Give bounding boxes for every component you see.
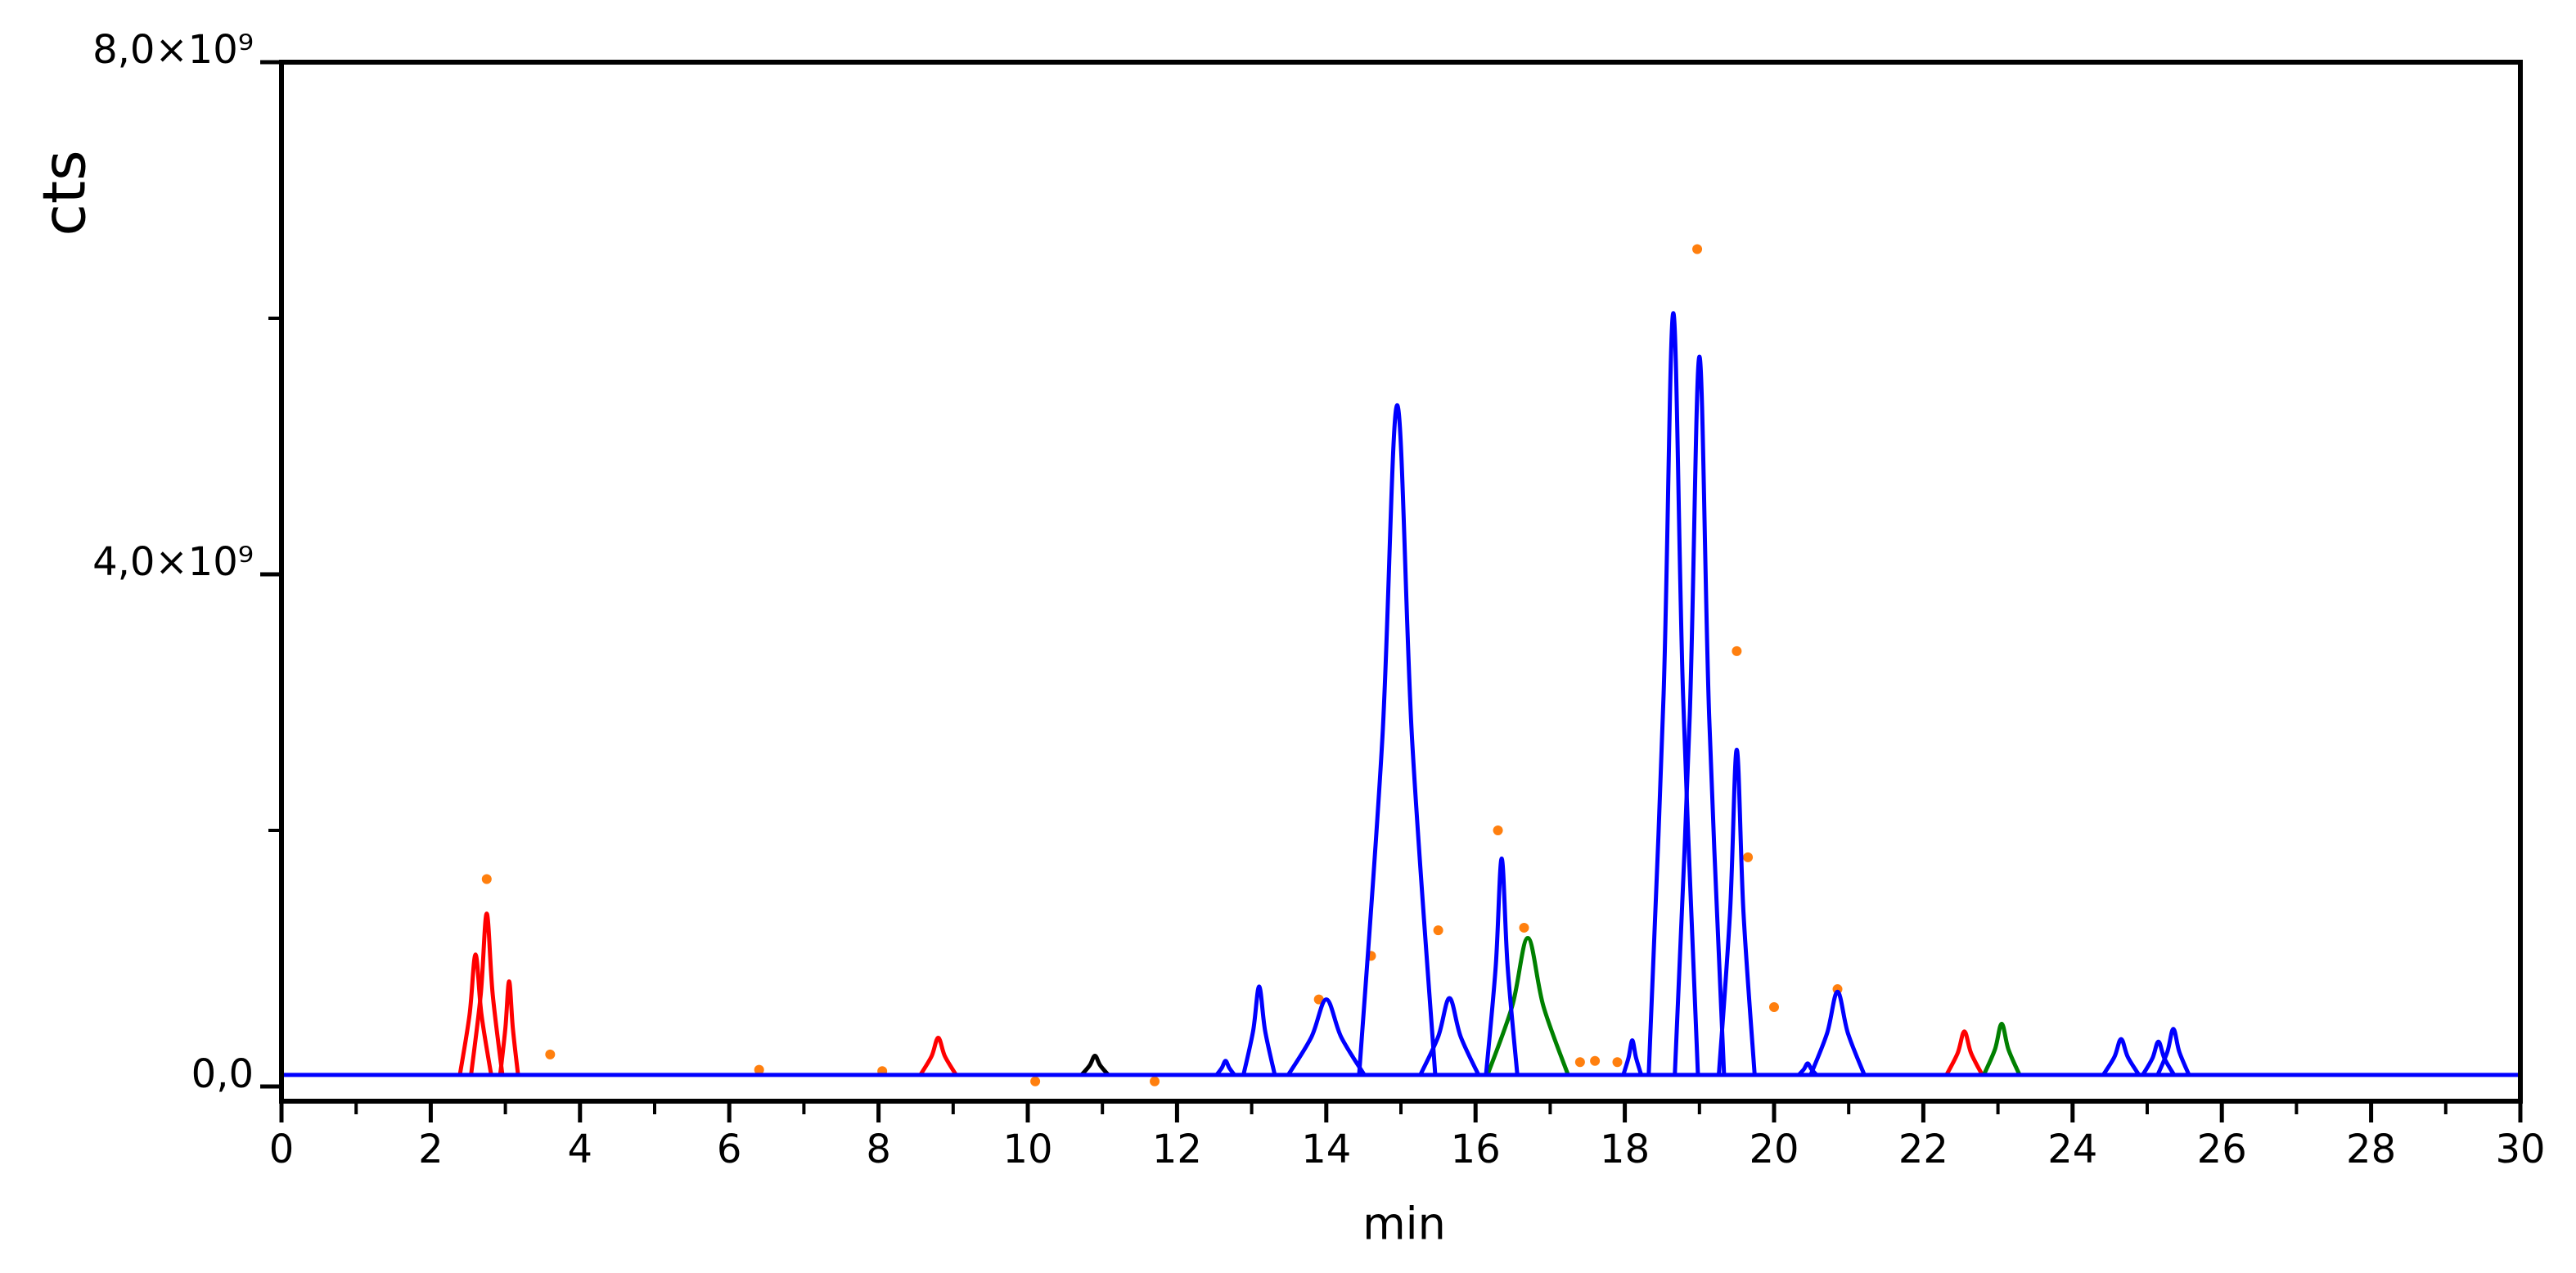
peak-curve xyxy=(1717,747,1757,1076)
peak-curve xyxy=(1241,984,1277,1076)
peak-curve xyxy=(1485,935,1570,1076)
x-tick-label: 24 xyxy=(2047,1127,2097,1172)
data-point xyxy=(545,1049,556,1059)
y-tick-label: 0,0 xyxy=(191,1051,254,1097)
data-point xyxy=(1692,244,1703,254)
peak-curve xyxy=(1214,1059,1236,1077)
data-point xyxy=(1313,994,1324,1005)
peak-curve xyxy=(1621,1038,1644,1076)
x-tick-label: 28 xyxy=(2346,1127,2396,1172)
peak-curve xyxy=(1808,989,1867,1076)
peak-curve xyxy=(498,979,520,1076)
peak-curve xyxy=(918,1036,958,1077)
y-tick-label: 4,0×10⁹ xyxy=(92,539,254,585)
peak-curve xyxy=(1484,856,1520,1076)
x-tick-label: 26 xyxy=(2197,1127,2247,1172)
x-tick-label: 8 xyxy=(866,1127,891,1172)
data-point xyxy=(1769,1001,1779,1012)
data-point xyxy=(1150,1076,1160,1086)
data-point xyxy=(481,874,492,884)
x-tick-label: 6 xyxy=(717,1127,742,1172)
data-point xyxy=(1433,925,1443,936)
data-point xyxy=(1030,1076,1041,1086)
data-point xyxy=(1732,645,1742,656)
peak-curve xyxy=(1981,1021,2022,1076)
peak-curve xyxy=(2101,1037,2141,1077)
x-axis-label: min xyxy=(1362,1199,1446,1250)
data-point xyxy=(1574,1057,1585,1068)
x-tick-label: 18 xyxy=(1600,1127,1650,1172)
x-tick-label: 14 xyxy=(1301,1127,1351,1172)
peak-curve xyxy=(2141,1039,2176,1077)
peak-curve xyxy=(1079,1053,1110,1077)
y-axis-label: cts xyxy=(30,150,99,236)
data-point xyxy=(1493,825,1503,836)
x-tick-label: 10 xyxy=(1002,1127,1052,1172)
data-point xyxy=(1612,1057,1623,1068)
peak-curve xyxy=(1673,354,1727,1076)
data-point xyxy=(754,1064,764,1075)
x-tick-label: 16 xyxy=(1451,1127,1501,1172)
x-tick-label: 4 xyxy=(568,1127,593,1172)
x-tick-label: 22 xyxy=(1898,1127,1948,1172)
data-point xyxy=(1743,852,1754,862)
peak-curve xyxy=(457,952,493,1076)
x-tick-label: 30 xyxy=(2495,1127,2545,1172)
peak-curve xyxy=(1944,1029,1984,1077)
y-tick-label: 8,0×10⁹ xyxy=(92,27,254,73)
data-point xyxy=(1590,1055,1601,1066)
x-tick-label: 0 xyxy=(269,1127,295,1172)
plot-frame xyxy=(279,60,2523,1104)
x-tick-label: 12 xyxy=(1152,1127,1202,1172)
peak-curve xyxy=(469,911,505,1076)
data-point xyxy=(1519,922,1529,933)
peak-curve xyxy=(1357,403,1438,1076)
x-tick-label: 2 xyxy=(418,1127,444,1172)
peak-curve xyxy=(2155,1027,2191,1076)
x-tick-label: 20 xyxy=(1749,1127,1799,1172)
peak-curve xyxy=(1646,311,1700,1076)
peak-curve xyxy=(1286,997,1367,1077)
peak-curve xyxy=(1418,996,1481,1076)
